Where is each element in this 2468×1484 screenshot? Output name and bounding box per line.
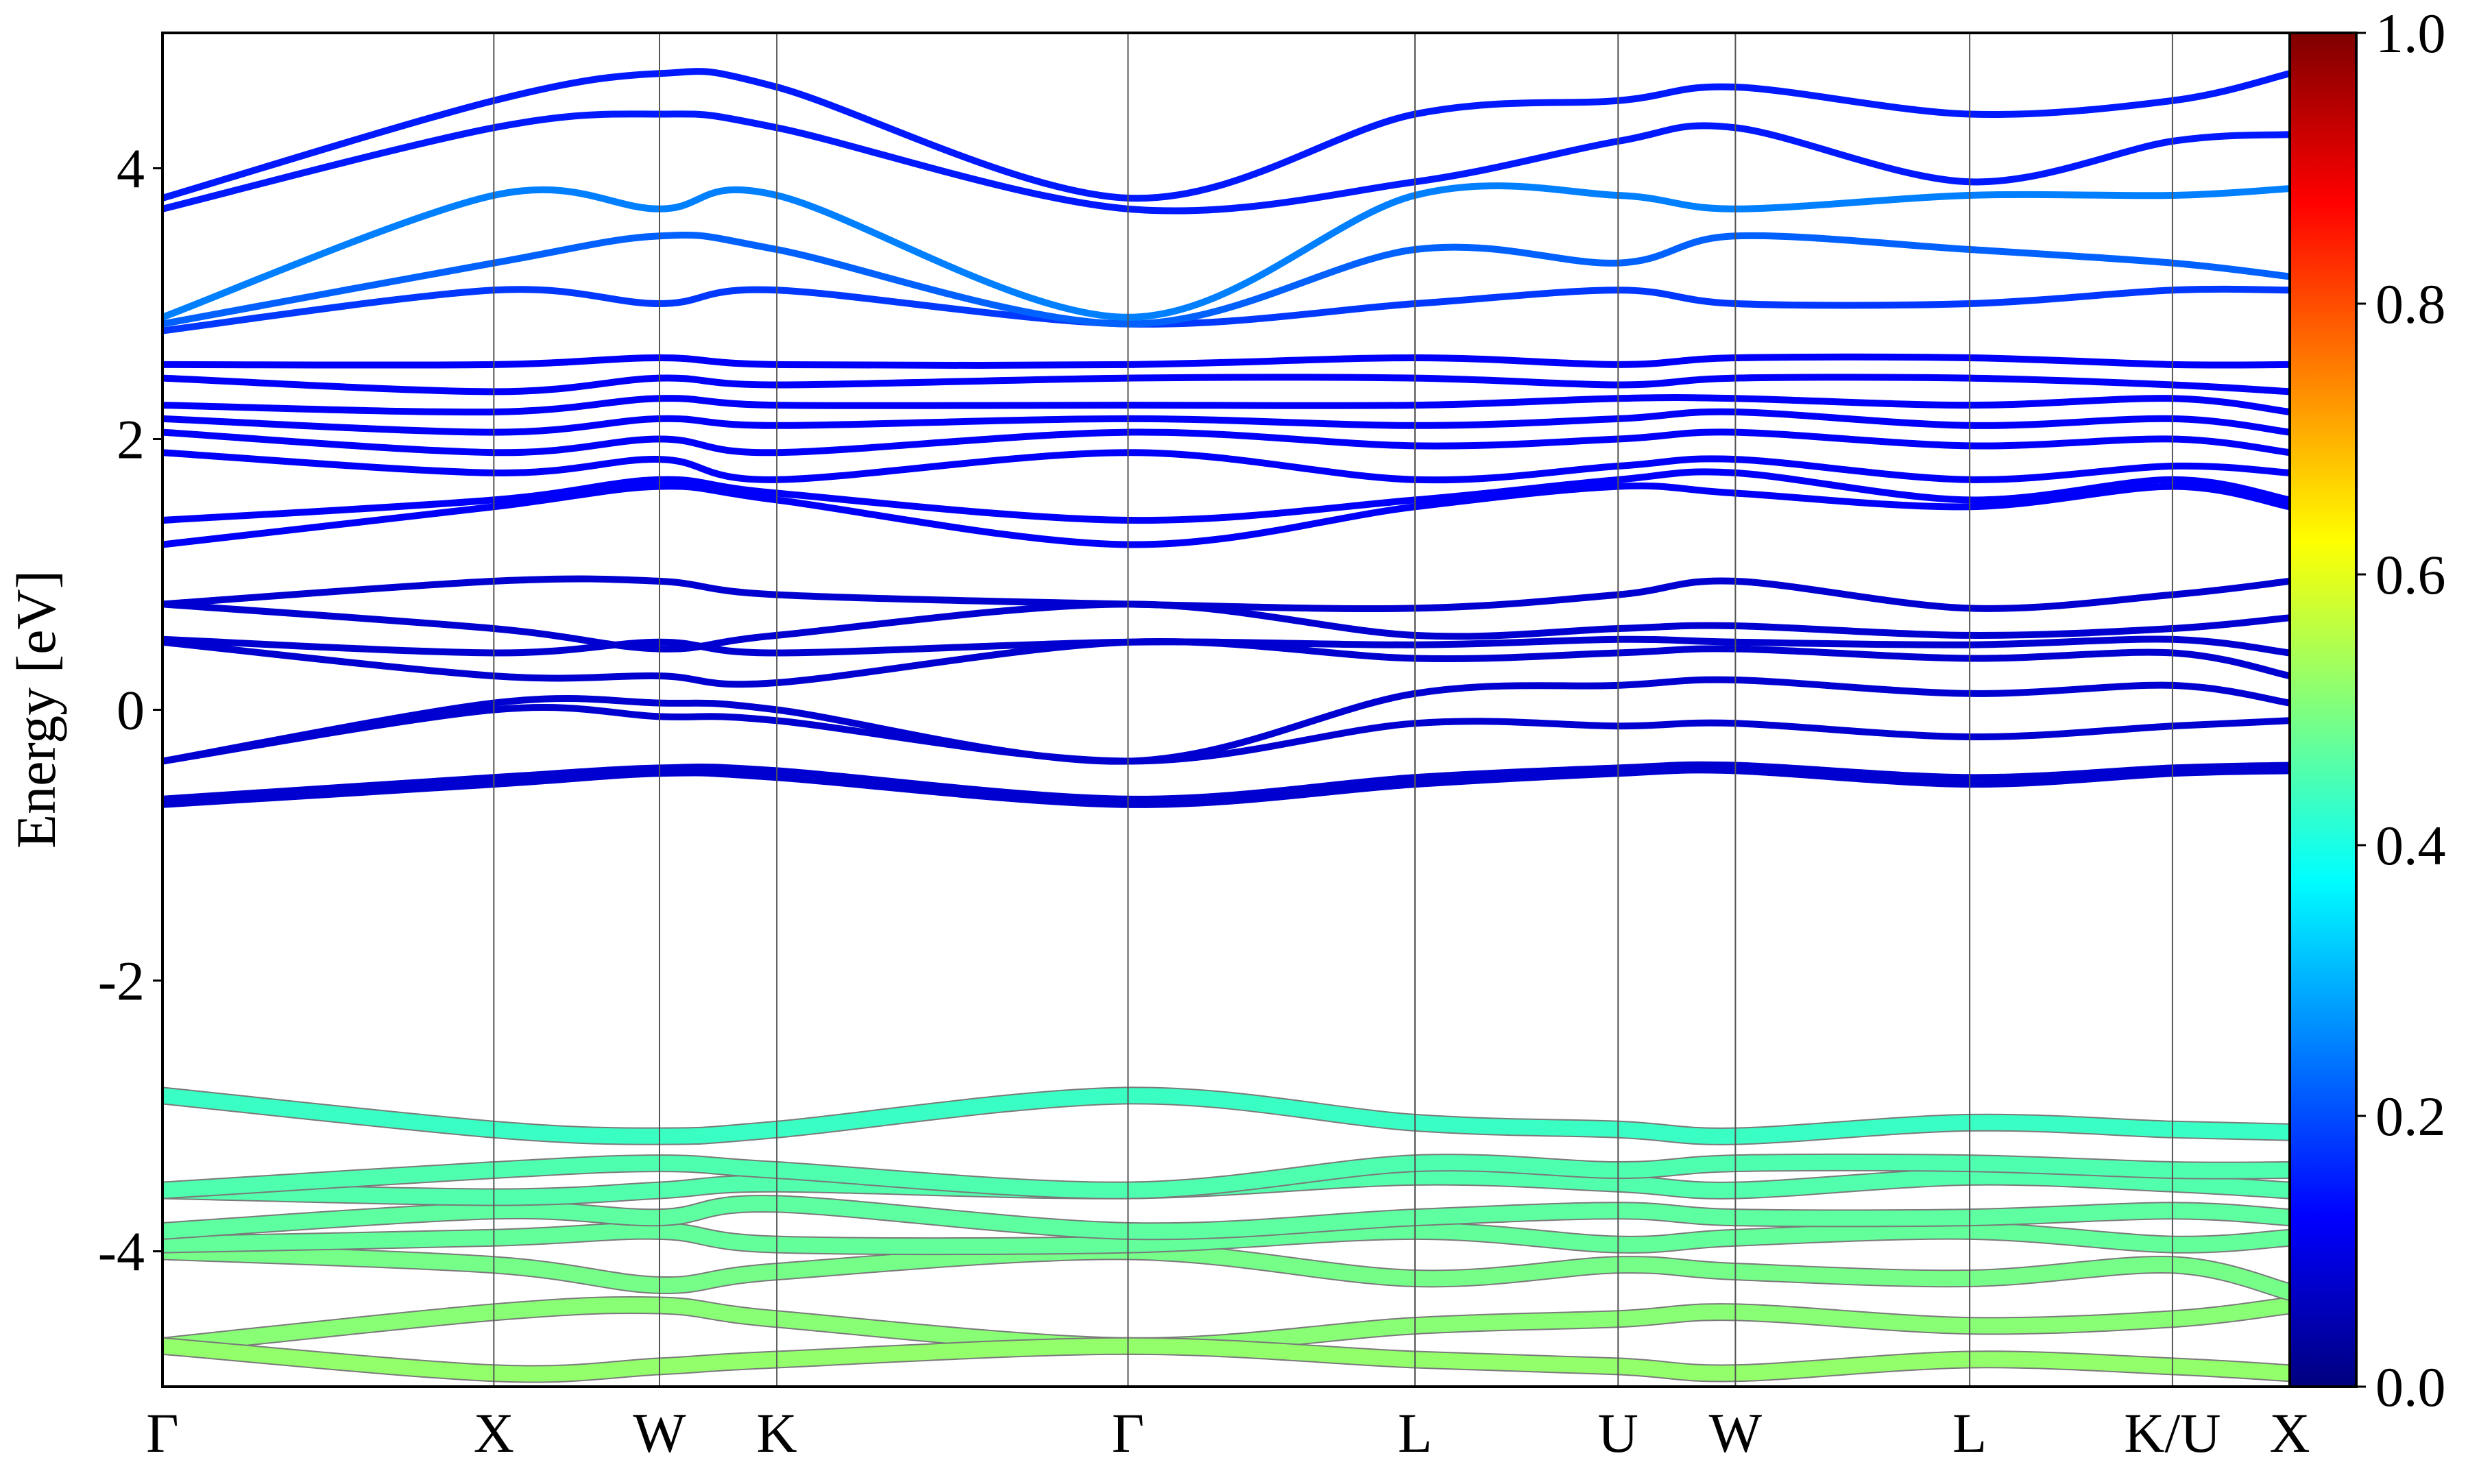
colorbar-tick-label: 1.0	[2375, 2, 2446, 64]
band-line-24	[162, 1223, 2290, 1254]
x-tick-label: K/U	[2124, 1402, 2221, 1464]
x-tick-label: K	[756, 1402, 797, 1464]
y-axis: 4 2 0 -2 -4	[98, 138, 162, 1283]
y-tick-label: -4	[98, 1221, 145, 1283]
band-line-19	[162, 110, 2290, 215]
x-tick-label: W	[1709, 1402, 1763, 1464]
band-line-17	[162, 231, 2290, 328]
colorbar-tick-label: 0.4	[2375, 814, 2446, 877]
y-tick-label: -2	[98, 950, 145, 1012]
x-tick-label: W	[633, 1402, 686, 1464]
x-tick-label: L	[1398, 1402, 1432, 1464]
band-line-1	[162, 761, 2290, 803]
band-line-22	[162, 1338, 2290, 1382]
colorbar	[2288, 32, 2358, 1388]
band-line-8	[162, 482, 2290, 548]
band-line-27	[162, 1154, 2290, 1198]
y-tick-label: 2	[117, 409, 145, 471]
band-line-12	[162, 408, 2290, 436]
band-line-3	[162, 704, 2290, 765]
band-line-13	[162, 394, 2290, 416]
band-line-0	[162, 766, 2290, 808]
band-line-10	[162, 449, 2290, 484]
bands-layer	[162, 68, 2290, 1383]
band-line-26	[162, 1169, 2290, 1205]
y-tick-label: 4	[117, 138, 145, 200]
x-tick-label: Γ	[1112, 1402, 1144, 1464]
x-tick-label: X	[2269, 1402, 2310, 1464]
band-line-18	[162, 182, 2290, 321]
colorbar-tick-label: 0.0	[2375, 1356, 2446, 1418]
band-line-5	[162, 635, 2290, 657]
band-line-7	[162, 575, 2290, 612]
x-tick-label: U	[1598, 1402, 1638, 1464]
colorbar-tick-label: 0.6	[2375, 544, 2446, 606]
colorbar-tick-label: 0.2	[2375, 1085, 2446, 1147]
colorbar-axis: 1.0 0.8 0.6 0.4 0.2 0.0	[2356, 2, 2446, 1418]
band-line-28	[162, 1088, 2290, 1144]
x-tick-label: Γ	[146, 1402, 178, 1464]
x-axis: Γ X W K Γ L U W L K/U X	[146, 1402, 2310, 1464]
band-line-9	[162, 468, 2290, 524]
band-line-16	[162, 285, 2290, 334]
band-line-6	[162, 600, 2290, 653]
colorbar-tick-label: 0.8	[2375, 273, 2446, 335]
high-symmetry-lines	[493, 33, 2173, 1387]
band-line-23	[162, 1243, 2290, 1300]
band-line-25	[162, 1196, 2290, 1239]
band-line-2	[162, 676, 2290, 765]
x-tick-label: X	[474, 1402, 514, 1464]
band-line-21	[162, 1297, 2290, 1354]
band-line-11	[162, 428, 2290, 457]
x-tick-label: L	[1952, 1402, 1987, 1464]
band-line-14	[162, 374, 2290, 396]
band-line-4	[162, 637, 2290, 688]
band-line-20	[162, 68, 2290, 202]
y-axis-label: Energy [eV]	[5, 570, 67, 849]
band-line-15	[162, 353, 2290, 369]
y-tick-label: 0	[117, 679, 145, 742]
